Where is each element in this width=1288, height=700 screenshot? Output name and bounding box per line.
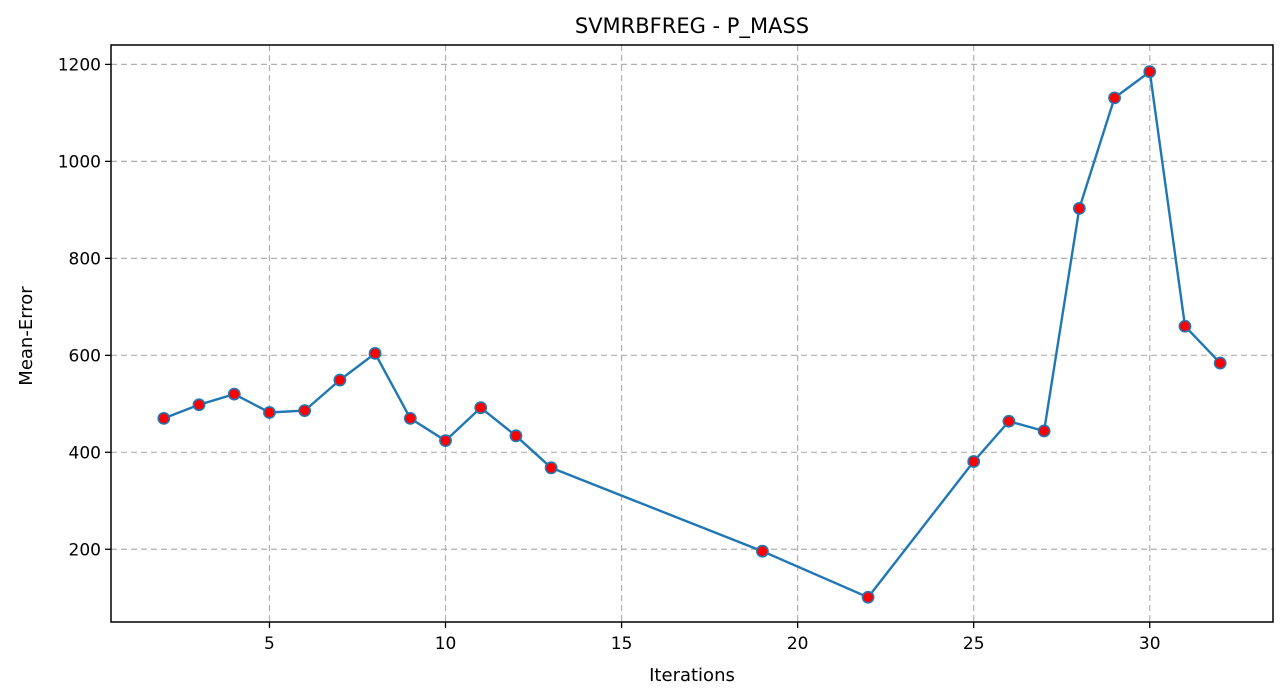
data-point (157, 411, 171, 425)
data-point (967, 455, 981, 468)
y-tick-label: 800 (69, 249, 101, 269)
data-point (263, 406, 276, 419)
series-line (162, 70, 1222, 599)
data-point (1108, 91, 1121, 105)
y-tick-label: 400 (69, 443, 101, 463)
data-point (298, 404, 312, 417)
x-tick-label: 15 (611, 634, 633, 654)
data-point (509, 429, 523, 443)
data-point (474, 401, 488, 415)
data-point (192, 398, 206, 412)
x-tick-label: 5 (264, 634, 275, 654)
data-point (403, 411, 417, 425)
data-point (861, 590, 875, 604)
x-axis-label: Iterations (649, 665, 735, 686)
x-tick-label: 25 (963, 634, 985, 654)
data-point (544, 461, 558, 475)
data-point (1037, 424, 1051, 438)
data-point (1213, 356, 1227, 370)
data-point (1002, 414, 1016, 428)
y-axis-label: Mean-Error (16, 286, 37, 386)
chart-title: SVMRBFREG - P_MASS (575, 14, 809, 39)
data-point (333, 373, 347, 387)
data-point (1143, 65, 1157, 79)
axes: 5 10 15 20 25 30 200 400 600 800 1000 1200 (58, 55, 1161, 654)
data-point (368, 346, 382, 360)
y-tick-label: 200 (69, 540, 101, 560)
data-point (1072, 202, 1086, 215)
data-point (1178, 319, 1192, 333)
y-tick-label: 1200 (58, 55, 101, 75)
grid (111, 45, 1273, 622)
data-point (439, 434, 452, 448)
data-point (756, 544, 769, 558)
x-tick-label: 10 (435, 634, 457, 654)
plot-area-frame (110, 44, 1274, 623)
y-tick-label: 1000 (58, 152, 101, 172)
x-tick-label: 30 (1139, 634, 1161, 654)
data-point (227, 387, 241, 401)
y-tick-label: 600 (69, 346, 101, 366)
series-layer (157, 65, 1227, 604)
x-tick-label: 20 (787, 634, 809, 654)
